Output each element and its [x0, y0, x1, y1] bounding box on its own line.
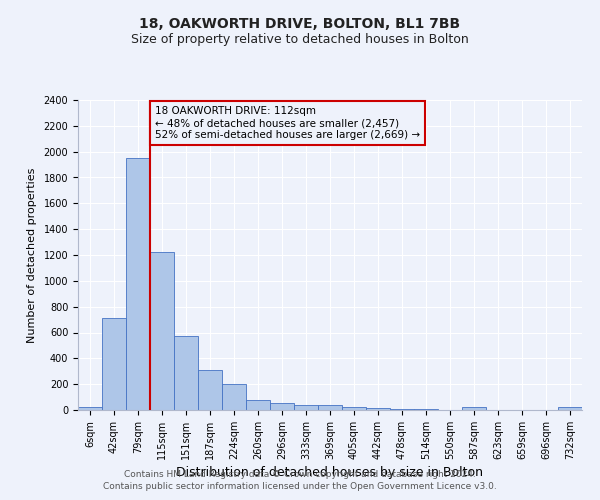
Bar [342, 408, 366, 410]
Text: Contains public sector information licensed under the Open Government Licence v3: Contains public sector information licen… [103, 482, 497, 491]
Bar [294, 406, 318, 410]
Bar [174, 336, 198, 410]
Bar [150, 252, 174, 410]
Bar [366, 408, 390, 410]
Bar [414, 409, 438, 410]
X-axis label: Distribution of detached houses by size in Bolton: Distribution of detached houses by size … [176, 466, 484, 479]
Y-axis label: Number of detached properties: Number of detached properties [26, 168, 37, 342]
Bar [102, 318, 126, 410]
Bar [78, 408, 102, 410]
Text: 18 OAKWORTH DRIVE: 112sqm
← 48% of detached houses are smaller (2,457)
52% of se: 18 OAKWORTH DRIVE: 112sqm ← 48% of detac… [155, 106, 420, 140]
Bar [318, 406, 342, 410]
Text: Contains HM Land Registry data © Crown copyright and database right 2024.: Contains HM Land Registry data © Crown c… [124, 470, 476, 479]
Bar [246, 400, 270, 410]
Text: 18, OAKWORTH DRIVE, BOLTON, BL1 7BB: 18, OAKWORTH DRIVE, BOLTON, BL1 7BB [139, 18, 461, 32]
Bar [222, 384, 246, 410]
Bar [270, 403, 294, 410]
Bar [462, 408, 486, 410]
Text: Size of property relative to detached houses in Bolton: Size of property relative to detached ho… [131, 32, 469, 46]
Bar [126, 158, 150, 410]
Bar [558, 408, 582, 410]
Bar [198, 370, 222, 410]
Bar [390, 408, 414, 410]
